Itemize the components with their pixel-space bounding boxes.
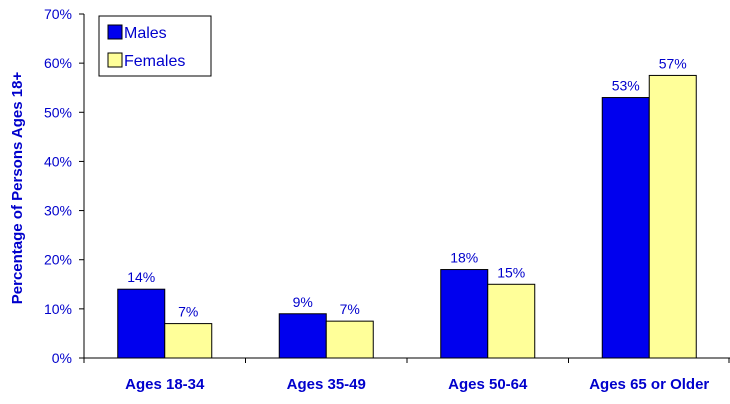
- bars: 14% 7% 9% 7% 18% 15% 53% 57%: [117, 55, 697, 359]
- x-category-label: Ages 18-34: [125, 376, 205, 393]
- y-tick-label: 50%: [44, 104, 72, 120]
- bar-females: [325, 320, 374, 359]
- data-label: 18%: [450, 250, 478, 266]
- y-tick-label: 10%: [44, 301, 72, 317]
- bar-females: [648, 74, 697, 359]
- y-axis-title: Percentage of Persons Ages 18+: [9, 72, 26, 305]
- x-category-label: Ages 50-64: [448, 376, 528, 393]
- y-tick-label: 60%: [44, 55, 72, 71]
- x-category-label: Ages 65 or Older: [589, 376, 709, 393]
- x-category-label: Ages 35-49: [287, 376, 366, 393]
- bar-males: [117, 288, 166, 359]
- bar-females: [164, 323, 213, 359]
- legend: Males Females: [98, 15, 212, 77]
- legend-label: Females: [124, 53, 185, 70]
- data-label: 7%: [178, 304, 198, 320]
- bar-males: [601, 97, 650, 359]
- axes: [83, 14, 730, 363]
- bar-males: [278, 313, 327, 359]
- legend-swatch: [107, 24, 123, 40]
- data-label: 7%: [340, 301, 360, 317]
- y-tick-label: 70%: [44, 6, 72, 22]
- y-axis-ticks: 0% 10% 20% 30% 40% 50% 60% 70%: [44, 6, 84, 366]
- bar-females: [487, 283, 536, 359]
- data-label: 15%: [497, 264, 525, 280]
- data-label: 9%: [293, 294, 313, 310]
- y-tick-label: 0%: [52, 350, 72, 366]
- legend-label: Males: [124, 25, 167, 42]
- y-tick-label: 20%: [44, 252, 72, 268]
- data-label: 14%: [127, 269, 155, 285]
- y-tick-label: 40%: [44, 153, 72, 169]
- data-label: 57%: [659, 55, 687, 71]
- y-tick-label: 30%: [44, 203, 72, 219]
- x-axis-categories: Ages 18-34 Ages 35-49 Ages 50-64 Ages 65 or…: [125, 376, 709, 393]
- bar-males: [440, 269, 489, 359]
- legend-swatch: [107, 52, 123, 68]
- data-label: 53%: [612, 78, 640, 94]
